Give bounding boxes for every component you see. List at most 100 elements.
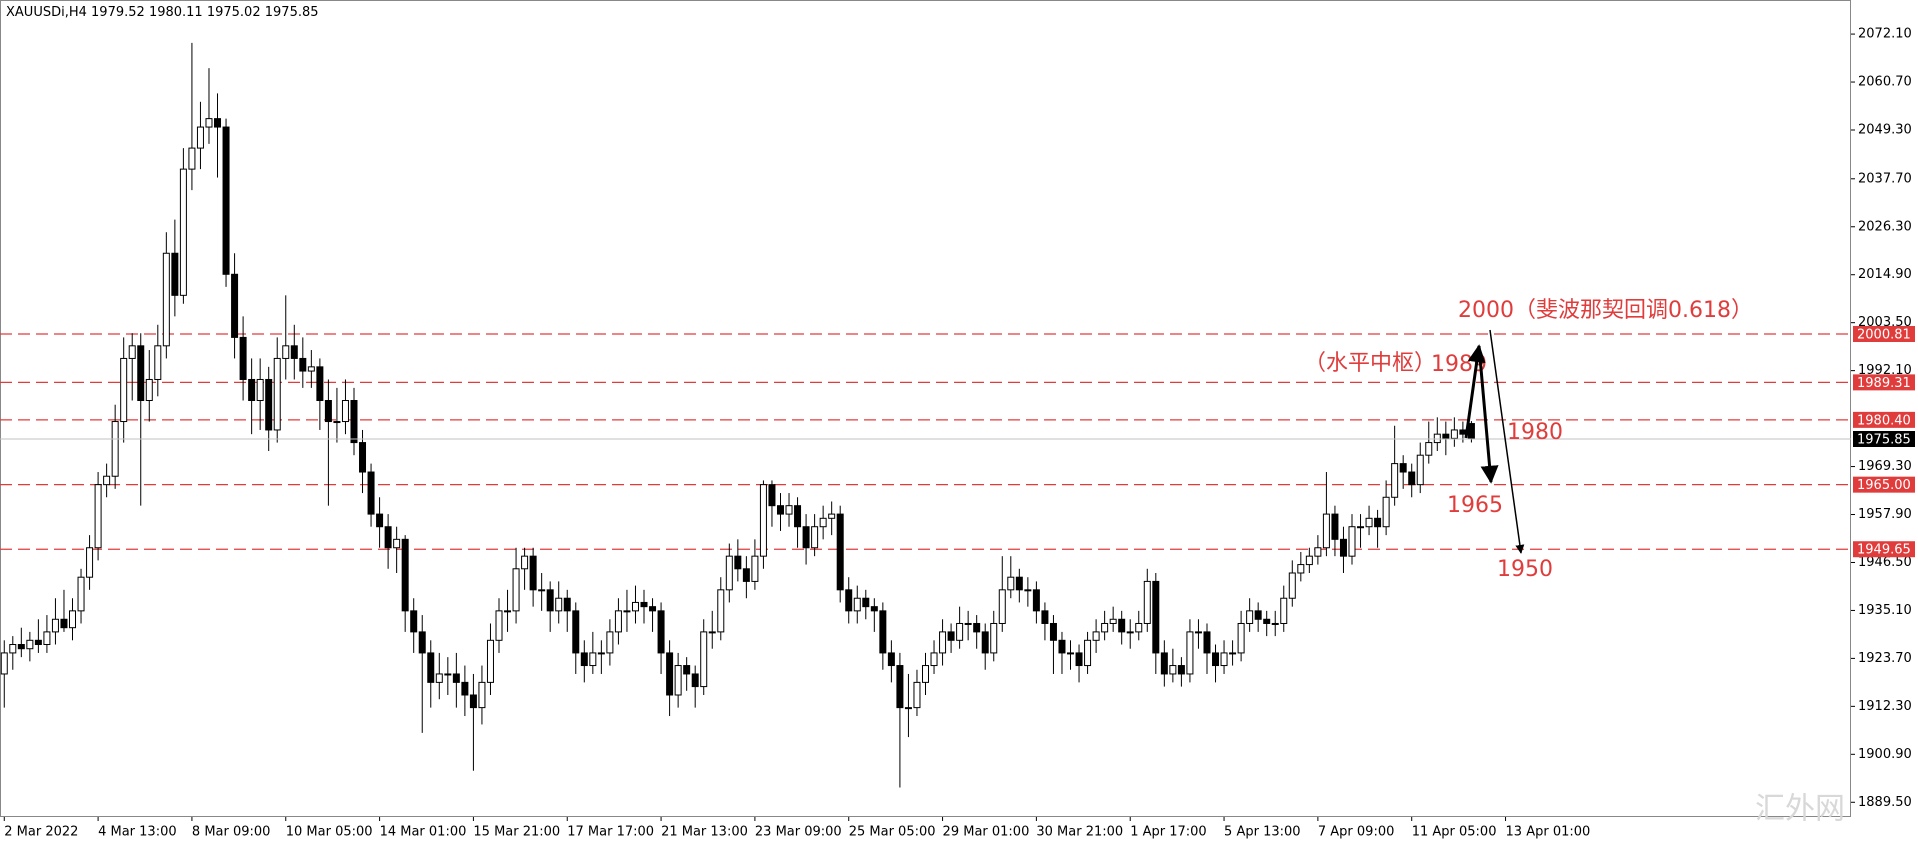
- candle-body: [1015, 576, 1023, 591]
- candle-body: [828, 513, 836, 519]
- candle-body: [495, 610, 503, 641]
- candle-body: [947, 631, 955, 641]
- candle-body: [964, 622, 972, 625]
- candle-body: [452, 673, 460, 683]
- candle-body: [179, 168, 187, 296]
- arrow: [1464, 344, 1486, 439]
- candle-body: [1169, 665, 1177, 675]
- candle-body: [1118, 618, 1126, 633]
- watermark: 汇外网: [1755, 792, 1845, 827]
- x-tick-label: 2 Mar 2022: [4, 825, 78, 840]
- candle-body: [1075, 652, 1083, 667]
- level-label-box: [1853, 541, 1915, 558]
- candle-body: [86, 547, 94, 578]
- x-tick-label: 13 Apr 01:00: [1506, 825, 1591, 840]
- candle-body: [913, 681, 921, 709]
- candle-body: [17, 644, 25, 650]
- candle-body: [1365, 517, 1373, 528]
- level-label-box: [1853, 374, 1915, 391]
- candle-body: [691, 673, 699, 688]
- candle-body: [418, 631, 426, 654]
- header-symbol: XAUUSDi,H4 1979.52 1980.11 1975.02 1975.…: [6, 5, 319, 20]
- candle-body: [776, 505, 784, 515]
- y-tick-label: 1900.90: [1858, 747, 1912, 762]
- candle-body: [1101, 622, 1109, 633]
- candle-body: [359, 442, 367, 473]
- candle-body: [1067, 652, 1075, 655]
- x-tick-label: 23 Mar 09:00: [755, 825, 842, 840]
- x-tick-label: 8 Mar 09:00: [192, 825, 271, 840]
- candle-body: [1408, 471, 1416, 486]
- candle-body: [1450, 429, 1458, 439]
- candle-body: [1203, 631, 1211, 654]
- y-tick-label: 1957.90: [1858, 507, 1912, 522]
- candle-body: [1092, 631, 1100, 641]
- candle-body: [555, 597, 563, 612]
- candle-body: [785, 505, 793, 515]
- candle-body: [802, 526, 810, 549]
- candle-body: [956, 622, 964, 641]
- candle-body: [922, 665, 929, 683]
- candle-body: [51, 618, 59, 633]
- candle-body: [981, 631, 989, 654]
- candle-body: [614, 610, 622, 633]
- candle-body: [1425, 442, 1433, 456]
- candle-body: [1348, 526, 1356, 557]
- candle-body: [1212, 652, 1220, 667]
- candle-body: [742, 568, 750, 582]
- high: 1980.11: [149, 5, 203, 20]
- candle-body: [111, 421, 119, 477]
- y-tick-label: 1912.30: [1858, 699, 1912, 714]
- candle-body: [674, 665, 682, 696]
- candle-body: [1391, 463, 1399, 498]
- symbol: XAUUSDi,H4: [6, 5, 87, 20]
- candle-body: [973, 622, 981, 633]
- marks: [0, 42, 1851, 788]
- candle-body: [1194, 631, 1202, 634]
- candle-body: [205, 118, 213, 128]
- candle-body: [939, 631, 947, 654]
- y-tick-label: 2026.30: [1858, 219, 1912, 234]
- candle-body: [248, 378, 256, 402]
- candle-body: [1032, 589, 1040, 612]
- level-label: 1965.00: [1857, 478, 1911, 493]
- candle-body: [60, 618, 68, 629]
- candle-body: [1229, 652, 1237, 655]
- candle-body: [324, 400, 332, 423]
- candle-body: [1143, 580, 1151, 624]
- candle-body: [819, 517, 827, 528]
- x-tick-label: 21 Mar 13:00: [661, 825, 748, 840]
- price-label: 1975.85: [1857, 433, 1911, 448]
- candle-body: [887, 652, 895, 667]
- candle-body: [69, 610, 77, 629]
- x-tick-label: 15 Mar 21:00: [473, 825, 560, 840]
- annotation: 2000（斐波那契回调0.618）: [1458, 298, 1753, 323]
- candle-body: [393, 538, 401, 549]
- candle-body: [1237, 622, 1245, 654]
- y-tick-label: 2060.70: [1858, 75, 1912, 90]
- y-tick-label: 2049.30: [1858, 122, 1912, 137]
- candle-body: [486, 639, 494, 683]
- y-tick-label: 2072.10: [1858, 27, 1912, 42]
- candle-body: [879, 610, 887, 654]
- candle-body: [265, 378, 273, 431]
- candle-body: [768, 484, 776, 507]
- candle-body: [137, 345, 145, 402]
- candle-body: [154, 345, 162, 380]
- candle-body: [77, 576, 85, 612]
- candle-body: [1246, 610, 1254, 624]
- candle-body: [512, 568, 520, 612]
- level-label: 1980.40: [1857, 413, 1911, 428]
- level-label: 2000.81: [1857, 327, 1911, 342]
- level-label-box: [1853, 411, 1915, 428]
- candle-body: [103, 475, 111, 486]
- candle-body: [572, 610, 580, 654]
- x-tick-label: 7 Apr 09:00: [1318, 825, 1395, 840]
- candle-body: [188, 147, 196, 170]
- candle-body: [384, 526, 392, 549]
- candle-body: [299, 357, 307, 372]
- candle-body: [1049, 622, 1057, 641]
- candle-body: [1297, 564, 1305, 574]
- candle-body: [282, 345, 290, 359]
